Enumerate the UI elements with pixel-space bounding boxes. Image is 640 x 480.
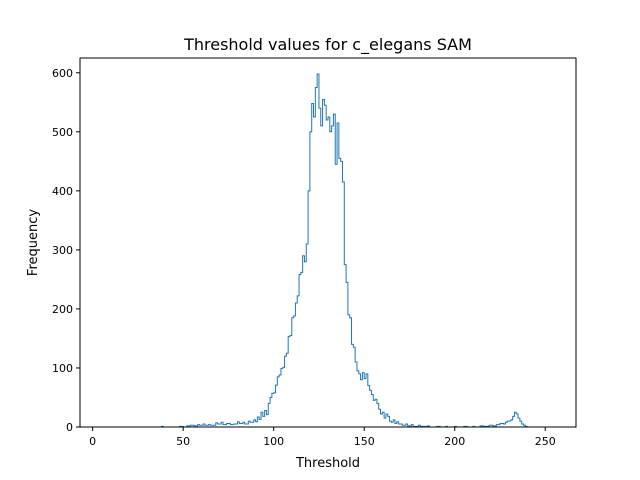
x-axis-label: Threshold (295, 456, 360, 471)
y-tick-label: 300 (52, 244, 73, 257)
histogram-step-line (92, 73, 555, 428)
y-tick-label: 100 (52, 362, 73, 375)
y-tick-label: 0 (66, 421, 73, 434)
y-axis-ticks: 0 100 200 300 400 500 600 (52, 67, 80, 434)
plot-area (92, 73, 555, 428)
x-tick-label: 250 (535, 435, 556, 448)
y-tick-label: 200 (52, 303, 73, 316)
chart-title: Threshold values for c_elegans SAM (183, 35, 472, 55)
x-tick-label: 200 (444, 435, 465, 448)
x-tick-label: 100 (263, 435, 284, 448)
y-tick-label: 600 (52, 67, 73, 80)
y-tick-label: 500 (52, 126, 73, 139)
x-axis-ticks: 0 50 100 150 200 250 (89, 427, 556, 448)
y-tick-label: 400 (52, 185, 73, 198)
x-tick-label: 0 (89, 435, 96, 448)
x-tick-label: 50 (176, 435, 190, 448)
axes-frame (79, 57, 577, 428)
y-axis-label: Frequency (26, 209, 41, 276)
x-tick-label: 150 (354, 435, 375, 448)
